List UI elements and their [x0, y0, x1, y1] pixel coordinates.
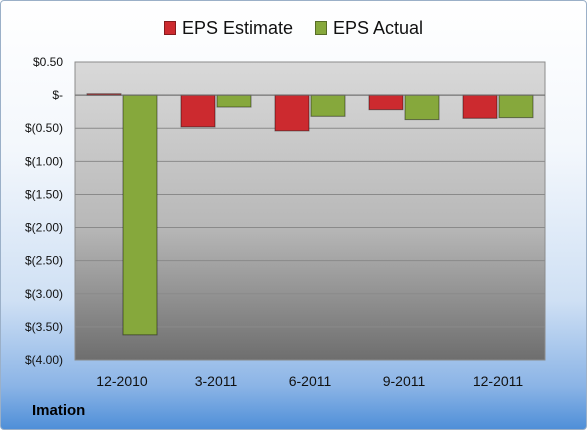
- y-tick-label: $(3.00): [25, 287, 63, 301]
- bar-actual: [404, 94, 440, 121]
- x-tick-label: 3-2011: [195, 373, 238, 389]
- legend-label-estimate: EPS Estimate: [181, 17, 293, 38]
- y-tick-label: $-: [52, 88, 63, 102]
- company-name: Imation: [32, 402, 86, 419]
- bar-estimate: [462, 94, 498, 119]
- y-tick-label: $(2.50): [25, 254, 63, 268]
- y-tick-label: $(0.50): [25, 121, 63, 135]
- x-tick-label: 6-2011: [289, 373, 332, 389]
- y-tick-label: $(1.00): [25, 154, 63, 168]
- legend-swatch-estimate: [163, 21, 176, 35]
- y-tick-label: $(4.00): [25, 353, 63, 367]
- x-tick-label: 9-2011: [383, 373, 426, 389]
- bar-actual: [216, 94, 252, 108]
- legend-swatch-actual: [314, 21, 327, 35]
- y-tick-label: $0.50: [33, 55, 63, 69]
- x-tick-label: 12-2011: [473, 373, 524, 389]
- legend-item-estimate: EPS Estimate: [163, 17, 293, 39]
- y-tick-label: $(2.00): [25, 221, 63, 235]
- x-tick-label: 12-2010: [96, 373, 148, 389]
- bar-estimate: [180, 94, 216, 128]
- bar-estimate: [274, 94, 310, 132]
- bar-estimate: [368, 94, 404, 111]
- y-tick-label: $(3.50): [25, 320, 63, 334]
- legend-label-actual: EPS Actual: [332, 17, 424, 38]
- y-tick-label: $(1.50): [25, 187, 63, 201]
- bar-actual: [498, 94, 534, 119]
- chart-legend: EPS Estimate EPS Actual: [0, 16, 587, 40]
- bar-actual: [310, 94, 346, 117]
- bar-actual: [122, 94, 158, 336]
- legend-item-actual: EPS Actual: [314, 17, 424, 39]
